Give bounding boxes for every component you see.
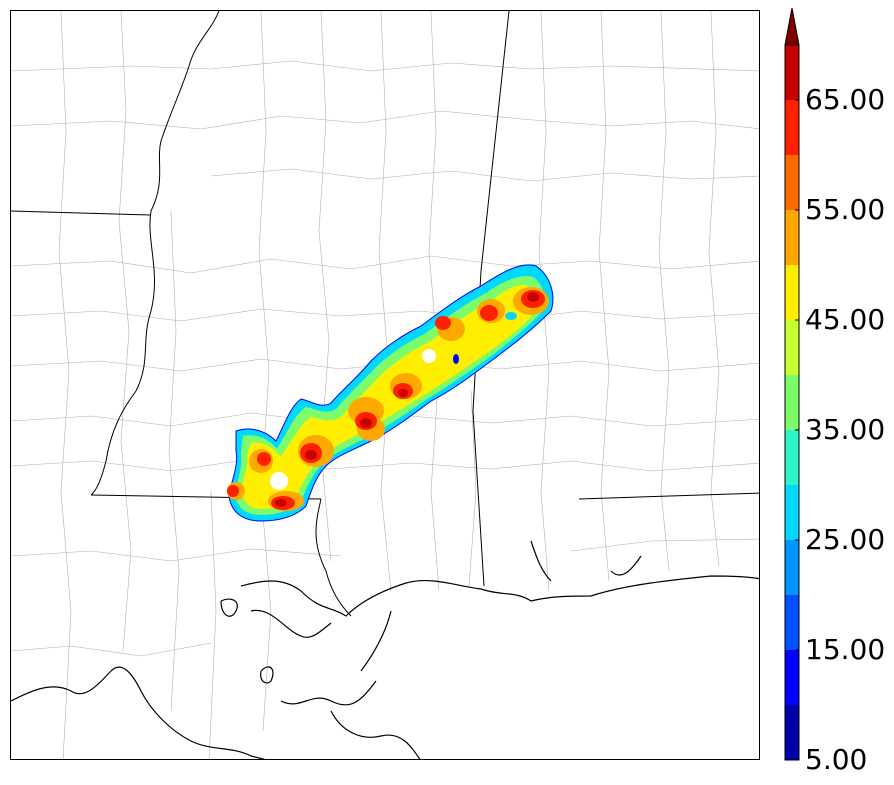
colorbar-tick-label: 15.00: [805, 633, 886, 666]
colorbar-level-10-15: [785, 650, 799, 705]
colorbar-tick-label: 45.00: [805, 303, 886, 336]
reflectivity-swath: [227, 264, 554, 522]
colorbar-ticks: [795, 99, 799, 761]
colorbar-level-25-30: [785, 485, 799, 540]
swath-hole: [422, 349, 436, 363]
colorbar-level-45-50: [785, 265, 799, 320]
colorbar-tick-label: 55.00: [805, 193, 886, 226]
colorbar-level-30-35: [785, 430, 799, 485]
radar-map: [10, 10, 760, 760]
colorbar-tick-label: 65.00: [805, 83, 886, 116]
colorbar-tick-label: 5.00: [805, 743, 868, 776]
colorbar-tick-label: 35.00: [805, 413, 886, 446]
swath-hole: [270, 472, 288, 490]
colorbar-level-20-25: [785, 540, 799, 595]
coastline: [11, 540, 759, 759]
colorbar: [784, 7, 800, 761]
colorbar-level-65-70: [785, 45, 799, 100]
colorbar-border: [784, 44, 800, 761]
colorbar-level-55-60: [785, 155, 799, 210]
map-canvas: [11, 11, 759, 759]
colorbar-segments: [785, 45, 799, 760]
colorbar-level-15-20: [785, 595, 799, 650]
colorbar-level-60-65: [785, 100, 799, 155]
colorbar-level-35-40: [785, 375, 799, 430]
colorbar-level-40-45: [785, 320, 799, 375]
colorbar-level-5-10: [785, 705, 799, 760]
colorbar-level-50-55: [785, 210, 799, 265]
colorbar-tick-label: 25.00: [805, 523, 886, 556]
colorbar-extend-arrow: [784, 7, 800, 46]
